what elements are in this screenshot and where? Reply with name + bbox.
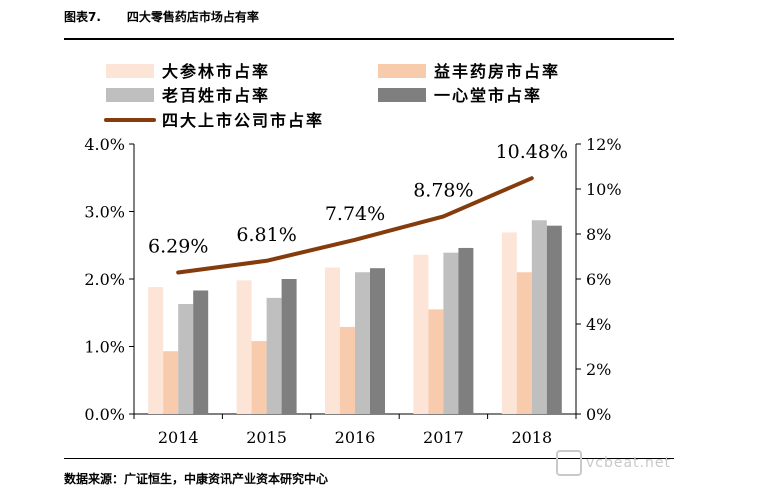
right-tick-label: 10%: [586, 180, 622, 199]
data-label: 7.74%: [325, 203, 385, 225]
data-label: 10.48%: [496, 141, 568, 163]
bar: [458, 247, 474, 414]
figure-title: 图表7. 四大零售药店市场占有率: [64, 8, 259, 25]
bar: [516, 272, 532, 414]
bar: [251, 341, 267, 414]
bar: [266, 297, 282, 414]
line-series: [176, 176, 534, 275]
figure-number: 图表7.: [64, 10, 101, 24]
figure-title-text: 四大零售药店市场占有率: [126, 10, 259, 24]
bar: [531, 220, 547, 414]
x-tick-label: 2014: [158, 428, 199, 447]
bar: [501, 232, 517, 414]
bar: [355, 272, 370, 414]
legend-label: 一心堂市占率: [434, 86, 542, 105]
x-tick-label: 2017: [423, 428, 464, 447]
right-tick-label: 0%: [586, 405, 611, 424]
bar: [428, 309, 444, 414]
bar: [443, 252, 459, 414]
left-tick-label: 4.0%: [84, 135, 125, 154]
data-label: 6.29%: [148, 235, 208, 257]
bar: [236, 280, 252, 414]
bar: [370, 268, 385, 414]
right-tick-label: 4%: [586, 315, 611, 334]
right-tick-label: 2%: [586, 360, 611, 379]
legend-swatch: [378, 88, 426, 102]
bottom-rule: [64, 458, 674, 459]
data-label: 6.81%: [236, 224, 296, 246]
left-tick-label: 3.0%: [84, 203, 125, 222]
left-tick-label: 2.0%: [84, 270, 125, 289]
bar: [413, 254, 429, 414]
right-tick-label: 6%: [586, 270, 611, 289]
legend-label: 老百姓市占率: [161, 86, 270, 105]
right-tick-label: 8%: [586, 225, 611, 244]
x-tick-label: 2015: [246, 428, 287, 447]
legend-label: 益丰药房市占率: [434, 62, 560, 81]
bar: [281, 279, 297, 414]
source-note: 数据来源：广证恒生，中康资讯产业资本研究中心: [64, 472, 329, 486]
legend-swatch: [106, 88, 154, 102]
data-label: 8.78%: [413, 179, 473, 201]
x-tick-label: 2016: [335, 428, 376, 447]
bar: [546, 225, 562, 414]
left-tick-label: 0.0%: [84, 405, 125, 424]
top-rule: [64, 38, 674, 40]
legend-swatch: [378, 64, 426, 78]
bar: [193, 290, 209, 414]
watermark-text: vcbeat.net: [586, 455, 671, 471]
left-tick-label: 1.0%: [84, 338, 125, 357]
bar: [178, 303, 194, 414]
watermark: vcbeat.net: [556, 450, 671, 476]
bar: [340, 326, 355, 414]
bar: [148, 287, 164, 414]
legend-label: 四大上市公司市占率: [162, 111, 324, 130]
bar: [325, 267, 340, 414]
bar: [163, 351, 179, 414]
right-tick-label: 12%: [586, 135, 622, 154]
legend-label: 大参林市占率: [162, 62, 270, 81]
watermark-logo-icon: [556, 450, 582, 476]
x-tick-label: 2018: [511, 428, 552, 447]
legend-swatch: [106, 64, 154, 78]
